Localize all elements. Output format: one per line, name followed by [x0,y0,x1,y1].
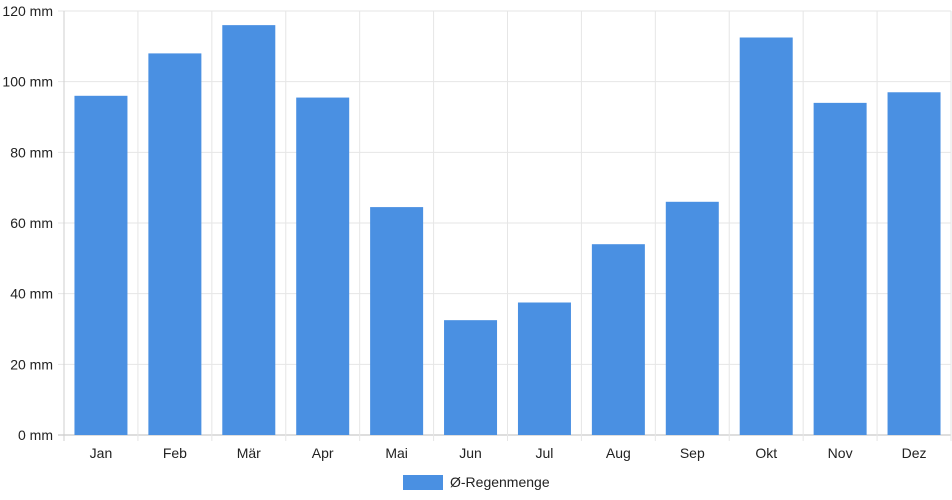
legend-swatch [403,475,443,490]
axis-layer: 0 mm 20 mm 40 mm 60 mm 80 mm 100 mm 120 mm Jan F… [2,3,926,461]
bar-nov[interactable] [813,102,867,435]
y-tick-label: 80 mm [10,144,53,160]
x-tick-label: Mai [385,445,408,461]
legend-label: Ø-Regenmenge [450,474,550,490]
bar-mai[interactable] [370,207,424,435]
bar-feb[interactable] [148,53,202,436]
bar-jan[interactable] [74,95,128,436]
bar-mär[interactable] [222,25,276,436]
bar-dez[interactable] [887,92,941,436]
y-tick-label: 0 mm [18,427,53,443]
bar-apr[interactable] [296,97,350,436]
x-tick-label: Jan [90,445,113,461]
x-tick-label: Dez [902,445,927,461]
x-tick-label: Jul [536,445,554,461]
bar-aug[interactable] [591,244,645,435]
x-tick-label: Jun [459,445,482,461]
grid-layer [58,10,952,441]
x-tick-label: Feb [163,445,187,461]
bar-jun[interactable] [444,320,498,435]
y-tick-label: 120 mm [2,3,53,19]
y-tick-label: 60 mm [10,215,53,231]
x-tick-label: Nov [828,445,853,461]
x-tick-label: Okt [755,445,777,461]
bars-layer [74,25,941,436]
y-tick-label: 100 mm [2,74,53,90]
x-tick-label: Aug [606,445,631,461]
x-tick-label: Mär [237,445,261,461]
y-tick-label: 40 mm [10,286,53,302]
bar-sep[interactable] [665,201,719,435]
x-tick-label: Apr [312,445,334,461]
bar-jul[interactable] [517,302,571,436]
bar-okt[interactable] [739,37,793,436]
x-tick-label: Sep [680,445,705,461]
legend[interactable]: Ø-Regenmenge [403,474,550,490]
y-tick-label: 20 mm [10,356,53,372]
